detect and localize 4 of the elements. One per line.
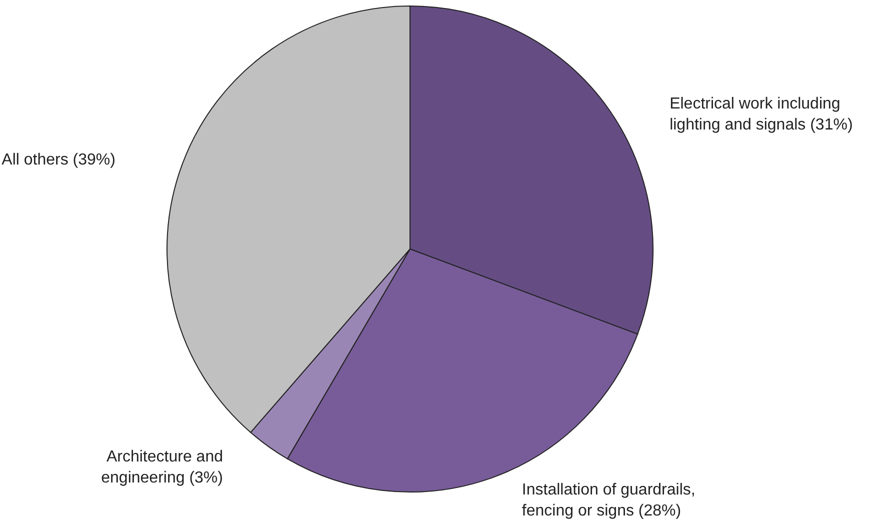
slice-label: Architecture and engineering (3%): [101, 448, 223, 486]
slice-label: Electrical work including lighting and signals (31%): [670, 96, 853, 134]
slice-label: Installation of guardrails, fencing or signs (28%): [522, 481, 696, 520]
slice-label: All others (39%): [2, 152, 116, 169]
